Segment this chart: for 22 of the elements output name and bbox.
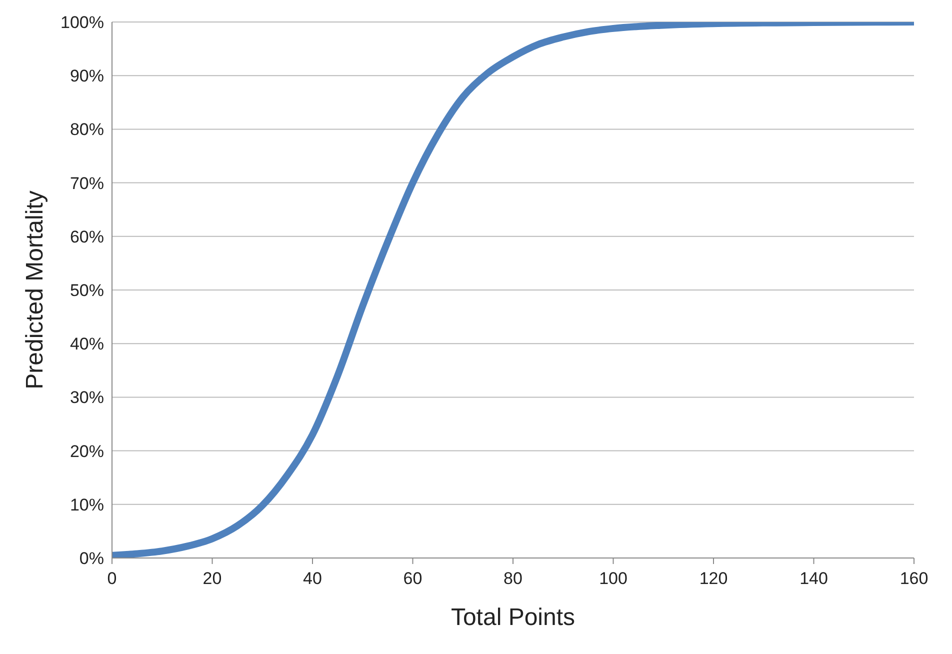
y-tick-label: 70% bbox=[70, 174, 104, 193]
y-tick-label: 40% bbox=[70, 334, 104, 354]
x-tick-label: 40 bbox=[303, 569, 322, 588]
y-tick-label: 50% bbox=[70, 281, 104, 300]
y-tick-label: 20% bbox=[70, 442, 104, 461]
y-tick-label: 100% bbox=[60, 13, 104, 32]
y-tick-label: 80% bbox=[70, 120, 104, 140]
x-tick-label: 20 bbox=[202, 569, 222, 588]
y-axis-title: Predicted Mortality bbox=[22, 190, 49, 390]
y-tick-label: 60% bbox=[70, 227, 104, 246]
x-tick-label: 0 bbox=[107, 569, 117, 588]
x-tick-label: 120 bbox=[699, 569, 728, 588]
y-tick-label: 0% bbox=[79, 549, 104, 568]
y-tick-label: 90% bbox=[70, 66, 104, 86]
x-tick-label: 60 bbox=[403, 569, 422, 588]
x-tick-label: 140 bbox=[800, 569, 828, 588]
y-tick-label: 30% bbox=[70, 388, 104, 408]
x-tick-label: 80 bbox=[504, 569, 522, 588]
x-tick-label: 160 bbox=[900, 569, 928, 588]
x-tick-label: 100 bbox=[599, 569, 628, 588]
y-tick-label: 10% bbox=[70, 495, 104, 514]
x-axis-title: Total Points bbox=[450, 604, 576, 632]
